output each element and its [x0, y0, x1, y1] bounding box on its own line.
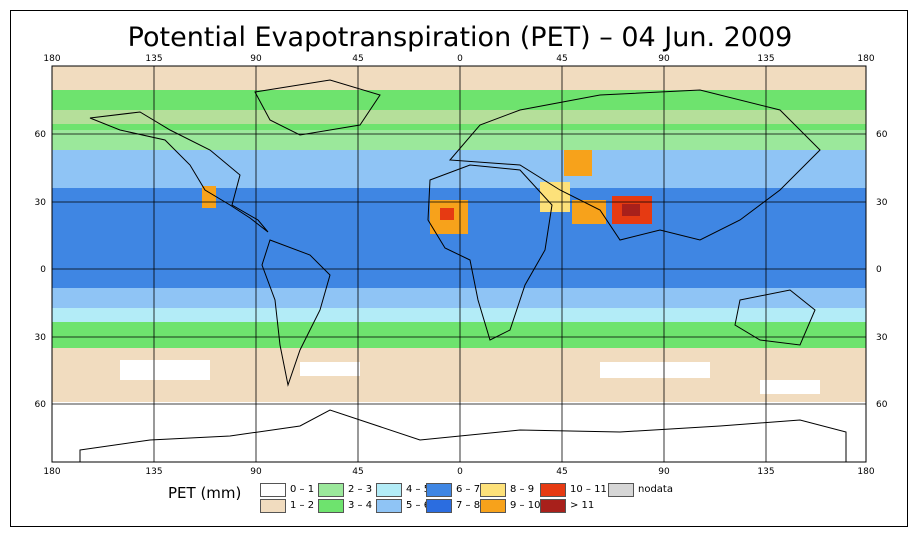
pet-field: [52, 66, 866, 462]
lat-labels-left: 60 30 0 30 60: [35, 130, 47, 410]
lon-label: 45: [352, 54, 363, 64]
hotspot-core: [440, 208, 454, 220]
map-border: [51, 65, 867, 463]
lon-label: 0: [457, 54, 463, 64]
lat-label: 0: [876, 265, 882, 275]
legend-label: 1 – 2: [290, 500, 315, 511]
eurasia: [448, 89, 821, 241]
lon-label: 0: [457, 467, 463, 477]
lon-label: 135: [757, 467, 774, 477]
lon-label: 90: [658, 54, 670, 64]
band-south-temperate: [52, 322, 866, 348]
legend-label: 9 – 10: [510, 500, 541, 511]
patch-low: [120, 360, 210, 380]
hotspot-iran: [564, 150, 592, 176]
graticule: [52, 66, 866, 462]
legend-label: 6 – 7: [456, 484, 481, 495]
legend-label: nodata: [638, 484, 673, 495]
legend-swatch: [376, 483, 402, 497]
lon-label: 90: [658, 467, 670, 477]
legend-swatch: [480, 483, 506, 497]
lon-labels-top: 180 135 90 45 0 45 90 135 180: [43, 54, 874, 64]
lon-label: 180: [857, 54, 874, 64]
greenland: [254, 79, 381, 136]
band-south-subtropic: [52, 288, 866, 308]
lon-label: 90: [250, 54, 262, 64]
patch-low: [300, 362, 360, 376]
lat-labels-right: 60 30 0 30 60: [876, 130, 888, 410]
patch-low: [760, 380, 820, 394]
lon-label: 45: [556, 54, 567, 64]
band-north-mix: [52, 110, 866, 124]
legend-label: 3 – 4: [348, 500, 373, 511]
south-america: [261, 239, 331, 387]
band-south-mild: [52, 308, 866, 322]
legend-label: 0 – 1: [290, 484, 315, 495]
lon-label: 180: [43, 54, 60, 64]
lon-label: 45: [556, 467, 567, 477]
legend-title: PET (mm): [168, 484, 242, 502]
lat-label: 30: [876, 198, 888, 208]
map-title: Potential Evapotranspiration (PET) – 04 …: [127, 22, 793, 53]
lat-label: 60: [35, 130, 47, 140]
legend-label: 4 – 5: [406, 484, 431, 495]
lon-label: 180: [857, 467, 874, 477]
lat-label: 30: [876, 333, 888, 343]
legend-swatch: [426, 499, 452, 513]
lon-label: 90: [250, 467, 262, 477]
lon-label: 135: [145, 54, 162, 64]
lat-label: 60: [35, 400, 47, 410]
figure-frame: [10, 10, 908, 527]
lon-label: 180: [43, 467, 60, 477]
legend-swatch: [540, 499, 566, 513]
band-antarctica: [52, 402, 866, 462]
hotspot-core: [622, 204, 640, 216]
legend-label: 8 – 9: [510, 484, 535, 495]
legend-label: 2 – 3: [348, 484, 373, 495]
lat-label: 0: [40, 265, 46, 275]
australia: [734, 289, 816, 346]
legend-swatch: [480, 499, 506, 513]
lon-label: 45: [352, 467, 363, 477]
lat-label: 60: [876, 400, 888, 410]
africa: [427, 164, 553, 341]
legend-swatch: [426, 483, 452, 497]
band-arctic: [52, 66, 866, 90]
lat-label: 30: [35, 333, 47, 343]
legend-swatch: [540, 483, 566, 497]
legend-label: 10 – 11: [570, 484, 607, 495]
lon-labels-bottom: 180 135 90 45 0 45 90 135 180: [43, 467, 874, 477]
legend-swatch: [608, 483, 634, 497]
lon-label: 135: [757, 54, 774, 64]
legend-label: > 11: [570, 500, 595, 511]
legend-swatch: [260, 499, 286, 513]
patch-low: [600, 362, 710, 378]
legend-swatch: [260, 483, 286, 497]
north-america: [89, 111, 269, 233]
antarctica: [79, 409, 847, 462]
legend-label: 7 – 8: [456, 500, 481, 511]
legend-label: 5 – 6: [406, 500, 431, 511]
legend-swatch: [318, 483, 344, 497]
hotspot-mexico: [202, 186, 216, 208]
legend-swatch: [376, 499, 402, 513]
lon-label: 135: [145, 467, 162, 477]
coastlines: [79, 79, 847, 462]
lat-label: 30: [35, 198, 47, 208]
legend-swatch: [318, 499, 344, 513]
lat-label: 60: [876, 130, 888, 140]
